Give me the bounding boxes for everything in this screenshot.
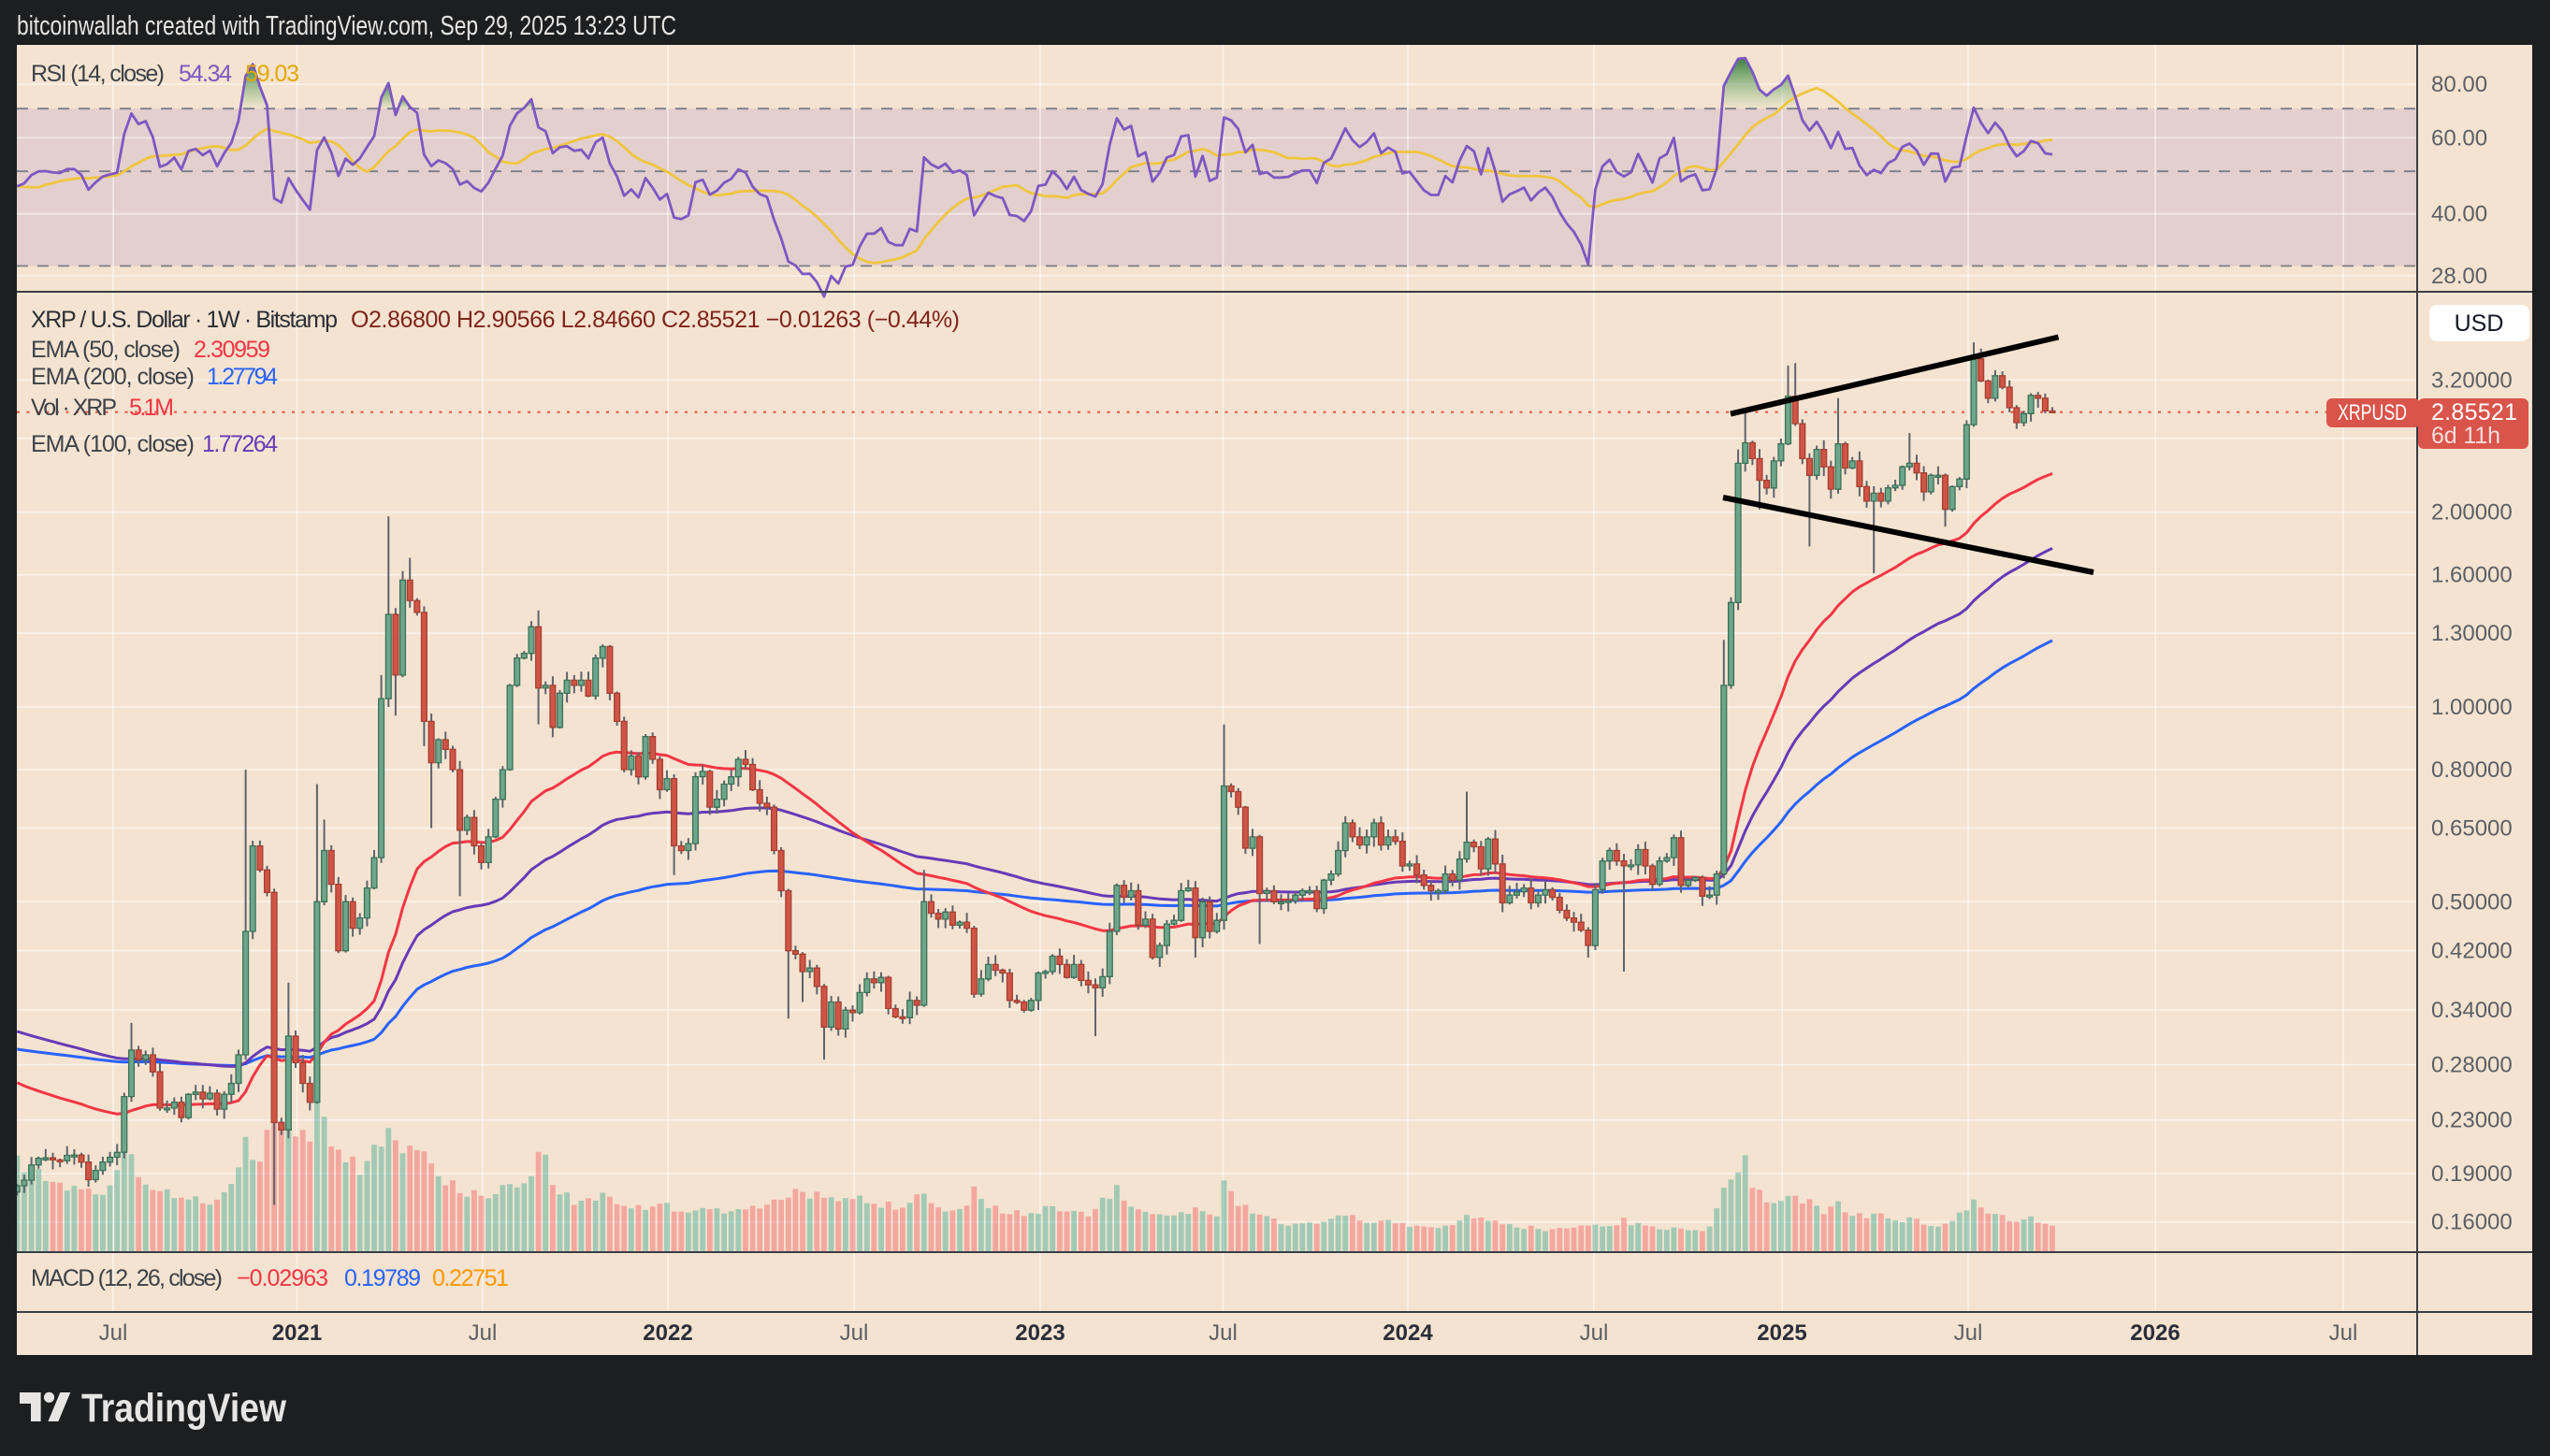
svg-text:40.00: 40.00 bbox=[2431, 202, 2487, 227]
svg-text:2.30959: 2.30959 bbox=[194, 337, 270, 363]
svg-text:EMA (200, close): EMA (200, close) bbox=[31, 364, 195, 390]
svg-text:XRP / U.S. Dollar · 1W · Bitst: XRP / U.S. Dollar · 1W · Bitstamp bbox=[31, 307, 338, 333]
svg-text:2.00000: 2.00000 bbox=[2431, 500, 2513, 526]
svg-text:1.77264: 1.77264 bbox=[202, 431, 278, 457]
svg-text:−0.02963: −0.02963 bbox=[237, 1265, 328, 1291]
svg-text:MACD (12, 26, close): MACD (12, 26, close) bbox=[31, 1265, 223, 1291]
svg-text:2021: 2021 bbox=[272, 1320, 322, 1346]
svg-text:0.80000: 0.80000 bbox=[2431, 757, 2513, 783]
svg-text:0.22751: 0.22751 bbox=[432, 1265, 509, 1291]
svg-text:5.1M: 5.1M bbox=[129, 395, 174, 421]
svg-text:0.50000: 0.50000 bbox=[2431, 889, 2513, 915]
svg-text:1.00000: 1.00000 bbox=[2431, 695, 2513, 720]
svg-text:Jul: Jul bbox=[1954, 1320, 1983, 1346]
svg-text:0.19000: 0.19000 bbox=[2431, 1161, 2513, 1187]
svg-text:0.65000: 0.65000 bbox=[2431, 816, 2513, 842]
svg-text:Jul: Jul bbox=[1580, 1320, 1609, 1346]
svg-text:2022: 2022 bbox=[643, 1320, 692, 1346]
svg-text:RSI (14, close): RSI (14, close) bbox=[31, 61, 165, 87]
svg-text:54.34: 54.34 bbox=[179, 61, 232, 87]
svg-text:2024: 2024 bbox=[1383, 1320, 1433, 1346]
svg-text:Jul: Jul bbox=[2329, 1320, 2358, 1346]
svg-text:28.00: 28.00 bbox=[2431, 264, 2487, 289]
svg-text:59.03: 59.03 bbox=[245, 61, 299, 87]
svg-text:Jul: Jul bbox=[99, 1320, 128, 1346]
svg-text:Vol · XRP: Vol · XRP bbox=[31, 395, 117, 421]
svg-text:O2.86800 H2.90566 L2.84660 C2.: O2.86800 H2.90566 L2.84660 C2.85521 −0.0… bbox=[351, 307, 960, 333]
svg-text:2.85521: 2.85521 bbox=[2431, 399, 2517, 425]
svg-text:XRPUSD: XRPUSD bbox=[2338, 400, 2407, 425]
svg-text:1.30000: 1.30000 bbox=[2431, 621, 2513, 646]
svg-text:3.20000: 3.20000 bbox=[2431, 368, 2513, 393]
svg-text:0.28000: 0.28000 bbox=[2431, 1053, 2513, 1078]
svg-text:0.34000: 0.34000 bbox=[2431, 998, 2513, 1023]
svg-text:2023: 2023 bbox=[1015, 1320, 1065, 1346]
svg-text:EMA (50, close): EMA (50, close) bbox=[31, 337, 181, 363]
svg-text:80.00: 80.00 bbox=[2431, 72, 2487, 97]
svg-text:1.60000: 1.60000 bbox=[2431, 563, 2513, 588]
svg-text:1.27794: 1.27794 bbox=[207, 364, 278, 390]
svg-text:USD: USD bbox=[2455, 310, 2504, 337]
svg-text:2026: 2026 bbox=[2130, 1320, 2180, 1346]
svg-text:0.16000: 0.16000 bbox=[2431, 1210, 2513, 1235]
svg-text:0.19789: 0.19789 bbox=[344, 1265, 421, 1291]
svg-text:Jul: Jul bbox=[1209, 1320, 1238, 1346]
svg-text:EMA (100, close): EMA (100, close) bbox=[31, 431, 195, 457]
svg-text:Jul: Jul bbox=[840, 1320, 869, 1346]
svg-text:Jul: Jul bbox=[469, 1320, 498, 1346]
svg-text:60.00: 60.00 bbox=[2431, 125, 2487, 151]
svg-text:TradingView: TradingView bbox=[81, 1386, 286, 1431]
svg-text:2025: 2025 bbox=[1757, 1320, 1806, 1346]
svg-text:0.23000: 0.23000 bbox=[2431, 1108, 2513, 1133]
svg-text:bitcoinwallah created with Tra: bitcoinwallah created with TradingView.c… bbox=[17, 11, 676, 41]
svg-text:0.42000: 0.42000 bbox=[2431, 939, 2513, 964]
svg-text:6d 11h: 6d 11h bbox=[2431, 423, 2500, 449]
